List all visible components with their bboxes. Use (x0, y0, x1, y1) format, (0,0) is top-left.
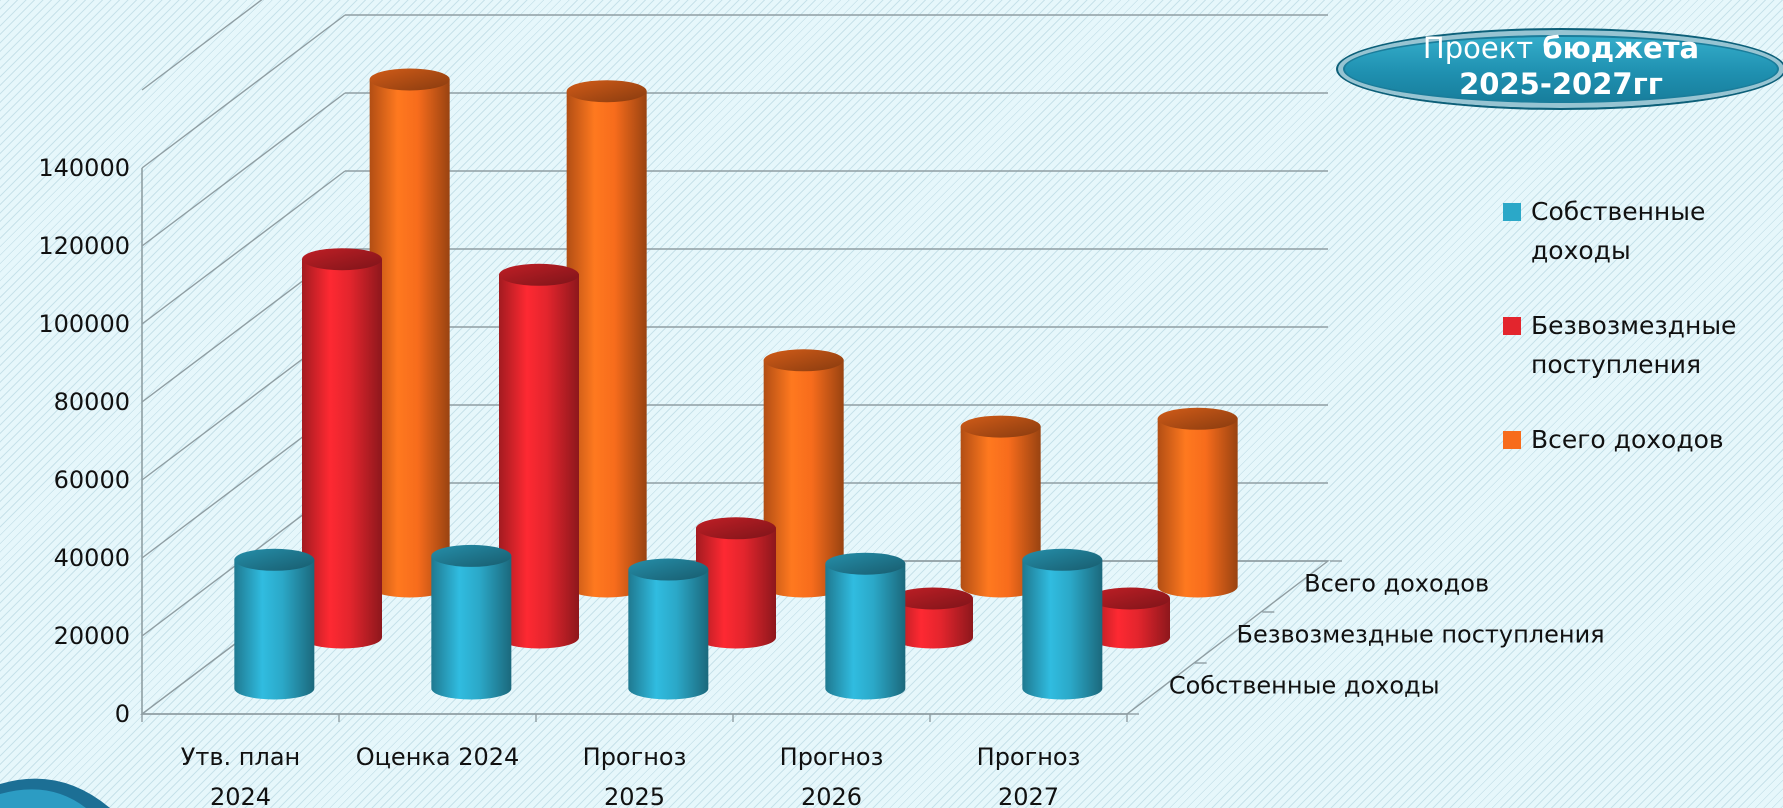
grid-diagonal (142, 15, 345, 168)
bar-cap (961, 416, 1041, 438)
x-tick-label-1: Утв. план 2024 (181, 743, 300, 808)
legend-swatch-grants (1503, 317, 1521, 335)
bar-cap (1022, 549, 1102, 571)
y-tick-label-60000: 60000 (54, 466, 130, 494)
bar-body (431, 556, 511, 700)
x-tick-label-5: Прогноз 2027 (977, 743, 1081, 808)
legend-label-grants-line2: поступления (1531, 350, 1701, 379)
grid-diagonal (142, 0, 345, 90)
bar-собственные-доходы-5 (1022, 549, 1102, 700)
bar-cap (628, 559, 708, 581)
chart-title: Проект бюджета 2025-2027гг (1336, 28, 1783, 102)
bar-body (825, 564, 905, 700)
legend: Собственные доходы Безвозмездные поступл… (1503, 192, 1783, 459)
legend-swatch-total-revenue (1503, 431, 1521, 449)
corner-decoration (0, 770, 140, 808)
title-years: 2025-2027гг (1459, 67, 1663, 101)
legend-item-total-revenue: Всего доходов (1503, 420, 1783, 459)
y-tick-label-20000: 20000 (54, 622, 130, 650)
depth-label-всего-доходов: Всего доходов (1304, 570, 1489, 598)
bar-body (1158, 419, 1238, 598)
legend-label-own-revenue-line2: доходы (1531, 236, 1631, 265)
x-tick-label-2: Оценка 2024 (356, 743, 520, 771)
title-emphasis: бюджета (1542, 31, 1699, 65)
legend-swatch-own-revenue (1503, 203, 1521, 221)
legend-label-grants-line1: Безвозмездные (1531, 311, 1736, 340)
bar-собственные-доходы-2 (431, 545, 511, 700)
y-tick-label-120000: 120000 (38, 232, 130, 260)
bar-body (234, 560, 314, 700)
depth-label-собственные-доходы: Собственные доходы (1169, 672, 1440, 700)
bar-cap (302, 248, 382, 270)
y-tick-label-0: 0 (115, 700, 130, 728)
bar-cap (764, 349, 844, 371)
bar-body (628, 570, 708, 700)
bar-cap (431, 545, 511, 567)
y-tick-label-40000: 40000 (54, 544, 130, 572)
depth-label-безвозмездные-поступления: Безвозмездные поступления (1237, 621, 1605, 649)
bar-собственные-доходы-4 (825, 553, 905, 700)
bar-cap (370, 69, 450, 91)
bar-cap (825, 553, 905, 575)
title-prefix: Проект (1423, 31, 1533, 65)
y-tick-label-140000: 140000 (38, 154, 130, 182)
legend-item-grants: Безвозмездные поступления (1503, 306, 1783, 384)
x-tick-label-4: Прогноз 2026 (780, 743, 884, 808)
legend-label-own-revenue-line1: Собственные (1531, 197, 1705, 226)
x-tick-label-3: Прогноз 2025 (583, 743, 687, 808)
bar-всего-доходов-5 (1158, 408, 1238, 598)
legend-label-total-revenue: Всего доходов (1531, 425, 1724, 454)
grid-diagonal (142, 93, 345, 246)
bar-cap (234, 549, 314, 571)
bar-cap (567, 80, 647, 102)
bar-cap (499, 264, 579, 286)
bar-cap (696, 517, 776, 539)
legend-item-own-revenue: Собственные доходы (1503, 192, 1783, 270)
y-tick-label-80000: 80000 (54, 388, 130, 416)
bar-cap (1158, 408, 1238, 430)
bar-собственные-доходы-3 (628, 559, 708, 700)
bar-собственные-доходы-1 (234, 549, 314, 700)
bar-body (1022, 560, 1102, 700)
bars (234, 69, 1237, 700)
y-tick-label-100000: 100000 (38, 310, 130, 338)
